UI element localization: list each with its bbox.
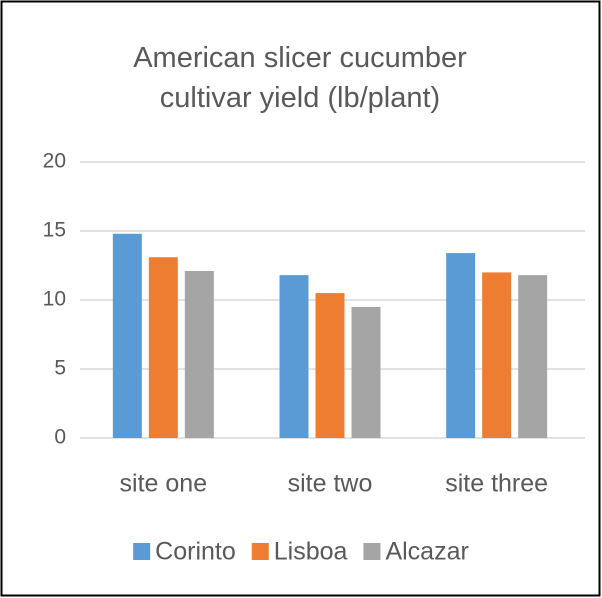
legend-label: Corinto [155, 538, 236, 566]
bar [518, 275, 548, 438]
legend-swatch [251, 543, 269, 560]
bar [112, 233, 142, 438]
y-tick-label: 15 [43, 219, 66, 242]
x-tick-label: site one [120, 470, 208, 498]
x-tick-label: site two [288, 470, 373, 498]
bar [279, 275, 309, 438]
y-tick-label: 10 [43, 288, 66, 311]
y-tick-label: 20 [43, 150, 66, 173]
legend-label: Alcazar [385, 538, 468, 566]
bar [184, 271, 214, 438]
bar [446, 253, 476, 438]
x-tick-label: site three [445, 470, 548, 498]
bar [351, 306, 381, 438]
bar [148, 257, 178, 438]
bar [315, 293, 345, 438]
legend-label: Lisboa [274, 538, 348, 566]
legend-swatch [363, 543, 381, 560]
legend-swatch [133, 543, 151, 560]
y-tick-label: 0 [54, 426, 66, 449]
bar [482, 272, 512, 438]
chart-title: American slicer cucumber cultivar yield … [133, 42, 467, 114]
y-tick-label: 5 [54, 357, 66, 380]
